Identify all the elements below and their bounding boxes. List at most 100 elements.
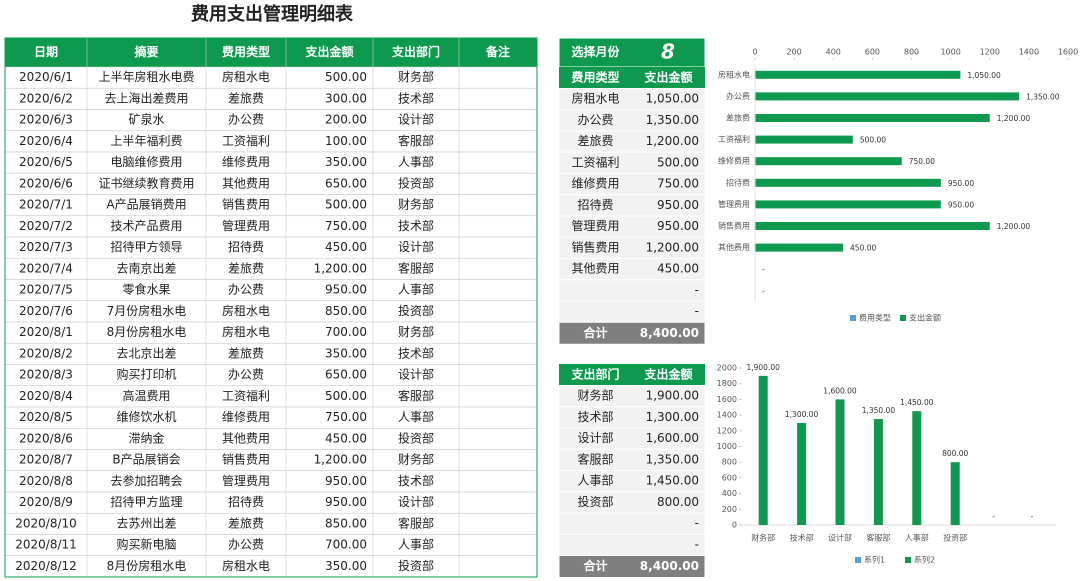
table-row: [4, 534, 538, 557]
cell-text: 200.00: [325, 113, 367, 127]
cell-text: 维修费用: [222, 154, 270, 169]
cell-text: 矿泉水: [128, 113, 164, 127]
cell-text: 零食水果: [122, 282, 170, 297]
table-row: [4, 300, 538, 323]
cell-text: -: [695, 283, 699, 297]
cell-text: 8月份房租水电: [107, 324, 187, 339]
total-row: [558, 555, 706, 578]
y-tick-label: 200: [722, 505, 737, 514]
bar: [755, 243, 844, 252]
cell-text: 选择月份: [571, 44, 620, 59]
table-row: [4, 321, 538, 344]
cell-text: 2020/8/5: [19, 410, 73, 424]
cell-text: 购买打印机: [116, 367, 176, 382]
table-border: [4, 37, 538, 578]
cell-text: 投资部: [398, 303, 434, 318]
cell-text: 招待费: [228, 240, 264, 254]
cell-text: 设计部: [398, 239, 434, 254]
data-label: 1,200.00: [997, 114, 1031, 123]
cell-text: 工资福利: [571, 154, 619, 169]
table-row: [4, 215, 538, 238]
legend-label: 系列2: [914, 555, 935, 565]
cell-text: 2020/7/3: [19, 240, 73, 254]
cell-text: 技术部: [577, 409, 613, 424]
cell-text: 差旅费: [228, 261, 264, 275]
table-row: [4, 279, 538, 302]
cell-text: 其他费用: [222, 431, 270, 445]
summary-header: [559, 67, 705, 89]
cell-text: 投资部: [577, 494, 613, 509]
cell-text: 销售费用: [571, 239, 619, 254]
bar: [758, 375, 768, 525]
cell-text: 350.00: [325, 346, 367, 360]
data-label: 750.00: [909, 157, 935, 166]
cell-text: 2020/7/2: [19, 219, 73, 233]
cell-text: 700.00: [325, 538, 367, 552]
cell-text: 办公费: [228, 282, 264, 297]
cell-text: 差旅费: [228, 91, 264, 105]
y-tick-label: 800: [722, 458, 737, 467]
y-tick-label: 维修费用: [718, 156, 750, 166]
cell-text: 450.00: [325, 240, 367, 254]
cell-text: 2020/8/3: [19, 368, 73, 382]
cell-text: 客服部: [398, 133, 434, 148]
cell-text: 招待甲方监理: [110, 494, 182, 509]
summary-row: [558, 533, 706, 556]
cell-text: 房租水电: [222, 303, 270, 318]
table-row: [4, 109, 538, 132]
bar: [755, 114, 990, 122]
x-tick-label: 800: [904, 48, 919, 57]
y-tick-label: 房租水电: [718, 69, 750, 79]
month-value[interactable]: 8: [661, 40, 675, 64]
cell-text: 2020/7/5: [19, 283, 73, 297]
data-label: 1,900.00: [746, 363, 780, 372]
cell-text: 350.00: [325, 155, 367, 169]
cell-text: 设计部: [398, 367, 434, 382]
table-row: [4, 342, 538, 365]
cell-text: 500.00: [657, 155, 699, 169]
bar: [797, 422, 807, 525]
cell-text: 房租水电: [222, 558, 270, 573]
cell-text: 2020/7/6: [19, 304, 73, 318]
legend-label: 费用类型: [859, 313, 891, 323]
table-row: [4, 555, 538, 578]
total-row: [558, 321, 706, 345]
cell-text: 人事部: [577, 473, 613, 488]
cell-text: 2020/6/2: [19, 91, 73, 105]
cell-text: 750.00: [325, 219, 367, 233]
cell-text: 备注: [485, 44, 510, 59]
table-row: [4, 194, 538, 217]
cell-text: 差旅费: [228, 346, 264, 360]
cell-text: 2020/7/4: [19, 261, 73, 275]
table-row: [4, 427, 538, 450]
cell-text: 去参加招聘会: [110, 473, 182, 488]
cell-text: 招待费: [228, 495, 264, 509]
table-row: [4, 512, 538, 535]
cell-text: 450.00: [657, 262, 699, 276]
cell-text: 300.00: [325, 91, 367, 105]
data-label: 1,450.00: [900, 398, 934, 407]
bar: [835, 399, 845, 525]
cell-text: 客服部: [398, 388, 434, 403]
cell-text: 1,900.00: [646, 389, 699, 403]
cell-text: 技术部: [398, 345, 434, 360]
cell-text: 人事部: [398, 282, 434, 297]
cell-text: 技术部: [398, 218, 434, 233]
y-tick-label: 600: [722, 473, 737, 482]
cell-text: 技术部: [398, 473, 434, 488]
bar: [755, 178, 941, 187]
cell-text: 投资部: [398, 558, 434, 573]
cell-text: 日期: [34, 44, 58, 59]
table-row: [4, 470, 538, 493]
cell-text: A产品展销费用: [106, 198, 186, 212]
data-label: -: [992, 512, 995, 521]
y-tick-label: 0: [732, 521, 737, 530]
cell-text: -: [695, 537, 699, 551]
cell-text: 管理费用: [571, 218, 619, 233]
cell-text: 办公费: [577, 112, 613, 127]
cell-text: 电脑维修费用: [110, 154, 182, 169]
table-row: [4, 364, 538, 387]
cell-text: 2020/8/2: [19, 346, 73, 360]
cell-text: 维修费用: [222, 409, 270, 424]
x-tick-label: 设计部: [828, 533, 852, 543]
